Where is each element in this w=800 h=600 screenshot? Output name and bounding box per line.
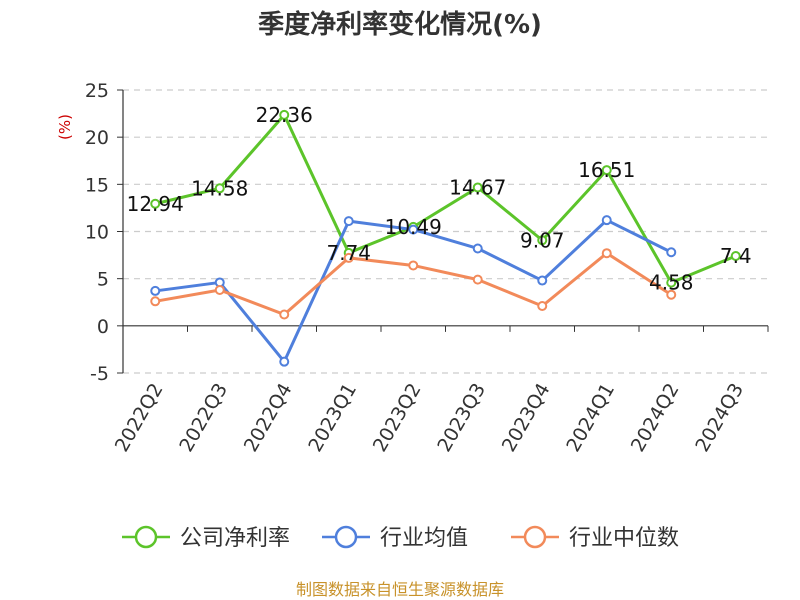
- x-tick-label: 2022Q2: [111, 380, 168, 456]
- x-tick-label: 2023Q1: [304, 380, 361, 456]
- data-point: [408, 260, 419, 271]
- y-tick-label: -5: [90, 363, 109, 385]
- data-point: [666, 289, 677, 300]
- legend-label: 行业均值: [380, 526, 468, 551]
- data-point: [408, 224, 419, 235]
- legend-label: 公司净利率: [180, 526, 290, 551]
- source-note: 制图数据来自恒生聚源数据库: [296, 580, 504, 599]
- legend-item-0[interactable]: 公司净利率: [122, 525, 290, 551]
- data-point: [343, 252, 354, 263]
- y-tick-label: 10: [85, 222, 109, 244]
- data-point: [279, 309, 290, 320]
- data-point: [472, 274, 483, 285]
- x-tick-label: 2023Q4: [498, 380, 555, 456]
- data-point: [537, 301, 548, 312]
- data-label: 4.58: [649, 271, 694, 295]
- y-tick-label: 15: [85, 174, 109, 196]
- data-label: 7.74: [326, 241, 371, 265]
- data-point: [214, 183, 225, 194]
- x-tick-label: 2022Q4: [240, 380, 297, 456]
- legend-marker: [134, 525, 158, 549]
- data-point: [279, 356, 290, 367]
- legend-label: 行业中位数: [569, 526, 679, 551]
- series-line-1: [155, 218, 672, 364]
- data-label: 9.07: [520, 228, 565, 252]
- data-point: [601, 215, 612, 226]
- data-label-layer: 12.94 14.58 22.36 7.74 10.49 14.67 9.07 16.51 4.…: [127, 103, 752, 295]
- legend-item-2[interactable]: 行业中位数: [511, 525, 679, 551]
- x-tick-label: 2023Q3: [433, 380, 490, 456]
- data-point: [537, 275, 548, 286]
- y-tick-label: 5: [97, 269, 109, 291]
- y-tick-label: 20: [85, 127, 109, 149]
- x-tick-label: 2023Q2: [369, 380, 426, 456]
- legend-marker: [334, 525, 358, 549]
- data-point: [214, 284, 225, 295]
- data-label: 14.67: [449, 175, 506, 199]
- grid-layer: [123, 89, 768, 374]
- data-point: [150, 198, 161, 209]
- data-point: [150, 296, 161, 307]
- y-tick-label: 0: [97, 316, 109, 338]
- data-point: [601, 248, 612, 259]
- data-label: 22.36: [256, 103, 313, 127]
- data-point: [666, 247, 677, 258]
- data-label: 16.51: [578, 158, 635, 182]
- data-label: 7.4: [720, 244, 752, 268]
- data-point: [150, 285, 161, 296]
- legend-marker: [523, 525, 547, 549]
- series-line-0: [154, 113, 737, 285]
- data-point: [472, 243, 483, 254]
- legend[interactable]: 公司净利率 行业均值 行业中位数: [122, 525, 679, 551]
- series-layer: [150, 109, 741, 367]
- data-point: [279, 109, 290, 120]
- data-point: [472, 182, 483, 193]
- x-tick-label: 2024Q3: [691, 380, 748, 456]
- y-tick-label: 25: [85, 80, 109, 102]
- data-label: 12.94: [127, 192, 184, 216]
- x-tick-label: 2024Q2: [627, 380, 684, 456]
- data-point: [537, 235, 548, 246]
- data-point: [730, 251, 741, 262]
- data-point: [601, 165, 612, 176]
- data-label: 14.58: [191, 176, 248, 200]
- legend-item-1[interactable]: 行业均值: [322, 525, 468, 551]
- y-axis-label: (%): [56, 114, 74, 140]
- data-label: 10.49: [385, 215, 442, 239]
- data-point: [666, 277, 677, 288]
- data-point: [343, 216, 354, 227]
- x-tick-label: 2022Q3: [175, 380, 232, 456]
- chart-title: 季度净利率变化情况(%): [258, 9, 542, 40]
- x-tick-label: 2024Q1: [562, 380, 619, 456]
